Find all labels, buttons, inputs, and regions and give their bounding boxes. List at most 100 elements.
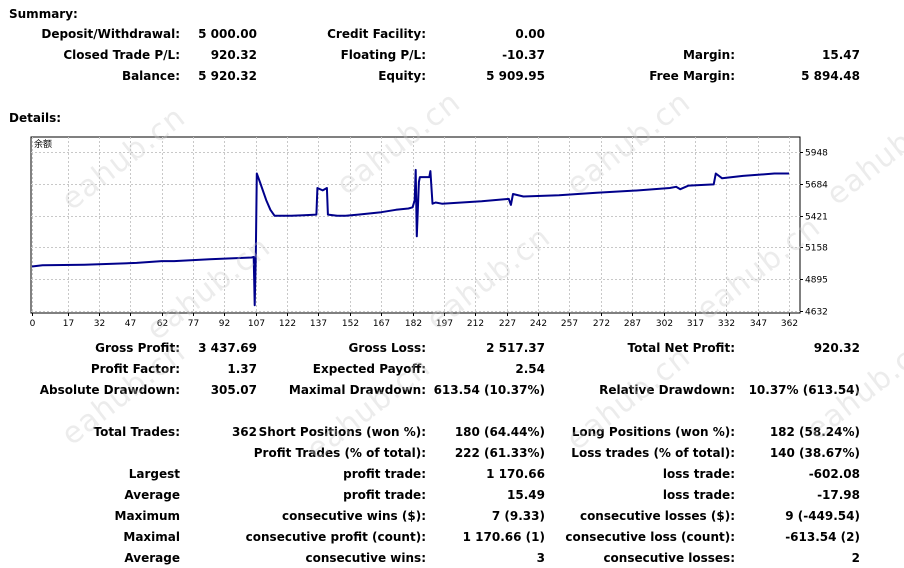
y-tick-label-4: 5684 <box>805 181 828 191</box>
details-r2-c3-value: 613.54 (10.37%) <box>433 383 545 397</box>
details-r6-c3-value: 15.49 <box>507 488 545 502</box>
details-r1-c1-value: 1.37 <box>227 362 257 376</box>
x-tick-label-17: 257 <box>561 319 578 329</box>
details-r5-c4-label: loss trade: <box>662 467 735 481</box>
summary-r0-c3-value: 0.00 <box>515 27 545 41</box>
x-tick-label-4: 62 <box>157 319 168 329</box>
x-tick-label-18: 272 <box>593 319 610 329</box>
details-r6-c0-label: Average <box>124 488 180 502</box>
details-r8-c4-label: consecutive loss (count): <box>565 530 735 544</box>
details-r3-c1-value: 362 <box>231 425 257 439</box>
details-r4-c3-value: 222 (61.33%) <box>454 446 545 460</box>
details-r5-c3-value: 1 170.66 <box>486 467 545 481</box>
details-r1-c0-label: Profit Factor: <box>90 362 180 376</box>
summary-r1-c0-label: Closed Trade P/L: <box>63 48 180 62</box>
details-r9-c5-value: 2 <box>851 551 860 565</box>
x-tick-label-0: 0 <box>30 319 36 329</box>
details-r2-c1-value: 305.07 <box>210 383 257 397</box>
details-r5-c2-label: profit trade: <box>343 467 426 481</box>
summary-r0-c1-value: 5 000.00 <box>198 27 257 41</box>
x-tick-label-11: 167 <box>373 319 390 329</box>
y-tick-label-2: 5158 <box>805 244 828 254</box>
details-r0-c1-value: 3 437.69 <box>198 341 257 355</box>
x-tick-label-1: 17 <box>63 319 74 329</box>
details-r6-c4-label: loss trade: <box>662 488 735 502</box>
details-r5-c0-label: Largest <box>128 467 180 481</box>
x-tick-label-13: 197 <box>436 319 453 329</box>
details-r8-c0-label: Maximal <box>123 530 180 544</box>
summary-r1-c3-value: -10.37 <box>502 48 545 62</box>
x-tick-label-12: 182 <box>405 319 422 329</box>
plot-frame <box>30 136 801 314</box>
details-r5-c5-value: -602.08 <box>808 467 860 481</box>
summary-r2-c0-label: Balance: <box>121 69 180 83</box>
details-r3-c3-value: 180 (64.44%) <box>454 425 545 439</box>
y-tick-label-0: 4632 <box>805 308 828 318</box>
y-tick-label-3: 5421 <box>805 213 828 223</box>
x-tick-label-5: 77 <box>188 319 199 329</box>
details-r4-c4-label: Loss trades (% of total): <box>571 446 735 460</box>
summary-r1-c1-value: 920.32 <box>210 48 257 62</box>
chart-legend: 余额 <box>34 138 52 150</box>
summary-r2-c2-label: Equity: <box>378 69 426 83</box>
details-r6-c2-label: profit trade: <box>343 488 426 502</box>
x-tick-label-22: 332 <box>718 319 735 329</box>
summary-r2-c3-value: 5 909.95 <box>486 69 545 83</box>
details-r7-c0-label: Maximum <box>114 509 180 523</box>
x-tick-label-16: 242 <box>530 319 547 329</box>
x-tick-label-8: 122 <box>279 319 296 329</box>
details-r8-c2-label: consecutive profit (count): <box>245 530 426 544</box>
summary-heading: Summary: <box>9 7 78 21</box>
x-tick-label-14: 212 <box>467 319 484 329</box>
details-r7-c2-label: consecutive wins ($): <box>281 509 426 523</box>
details-r2-c5-value: 10.37% (613.54) <box>748 383 860 397</box>
details-r3-c0-label: Total Trades: <box>93 425 180 439</box>
x-tick-label-6: 92 <box>219 319 230 329</box>
details-r2-c4-label: Relative Drawdown: <box>599 383 735 397</box>
details-r9-c0-label: Average <box>124 551 180 565</box>
x-tick-label-24: 362 <box>781 319 798 329</box>
details-r7-c4-label: consecutive losses ($): <box>579 509 735 523</box>
details-r3-c2-label: Short Positions (won %): <box>258 425 426 439</box>
x-tick-label-15: 227 <box>499 319 516 329</box>
details-r1-c2-label: Expected Payoff: <box>312 362 426 376</box>
x-tick-label-21: 317 <box>687 319 704 329</box>
details-heading: Details: <box>9 111 62 125</box>
x-tick-label-2: 32 <box>94 319 105 329</box>
x-tick-label-3: 47 <box>125 319 136 329</box>
details-r1-c3-value: 2.54 <box>515 362 545 376</box>
y-tick-label-5: 5948 <box>805 149 828 159</box>
summary-r0-c0-label: Deposit/Withdrawal: <box>41 27 180 41</box>
details-r6-c5-value: -17.98 <box>817 488 860 502</box>
details-r7-c5-value: 9 (-449.54) <box>785 509 860 523</box>
x-tick-label-9: 137 <box>310 319 327 329</box>
details-r9-c2-label: consecutive wins: <box>305 551 426 565</box>
x-tick-label-10: 152 <box>342 319 359 329</box>
details-r0-c3-value: 2 517.37 <box>486 341 545 355</box>
details-r8-c3-value: 1 170.66 (1) <box>462 530 545 544</box>
summary-r1-c5-value: 15.47 <box>822 48 860 62</box>
y-tick-label-1: 4895 <box>805 276 828 286</box>
summary-r2-c5-value: 5 894.48 <box>801 69 860 83</box>
summary-r0-c2-label: Credit Facility: <box>327 27 426 41</box>
details-r0-c4-label: Total Net Profit: <box>627 341 735 355</box>
details-r8-c5-value: -613.54 (2) <box>785 530 860 544</box>
summary-r1-c2-label: Floating P/L: <box>340 48 426 62</box>
summary-r2-c4-label: Free Margin: <box>649 69 735 83</box>
details-r7-c3-value: 7 (9.33) <box>491 509 545 523</box>
details-r0-c0-label: Gross Profit: <box>95 341 180 355</box>
details-r3-c4-label: Long Positions (won %): <box>571 425 735 439</box>
balance-line <box>31 168 789 307</box>
details-r4-c2-label: Profit Trades (% of total): <box>253 446 426 460</box>
summary-r2-c1-value: 5 920.32 <box>198 69 257 83</box>
details-r4-c5-value: 140 (38.67%) <box>769 446 860 460</box>
details-r3-c5-value: 182 (58.24%) <box>769 425 860 439</box>
details-r0-c2-label: Gross Loss: <box>348 341 426 355</box>
x-tick-label-7: 107 <box>248 319 265 329</box>
details-r9-c3-value: 3 <box>536 551 545 565</box>
details-r2-c2-label: Maximal Drawdown: <box>288 383 426 397</box>
x-tick-label-23: 347 <box>750 319 767 329</box>
details-r0-c5-value: 920.32 <box>813 341 860 355</box>
summary-r1-c4-label: Margin: <box>682 48 735 62</box>
